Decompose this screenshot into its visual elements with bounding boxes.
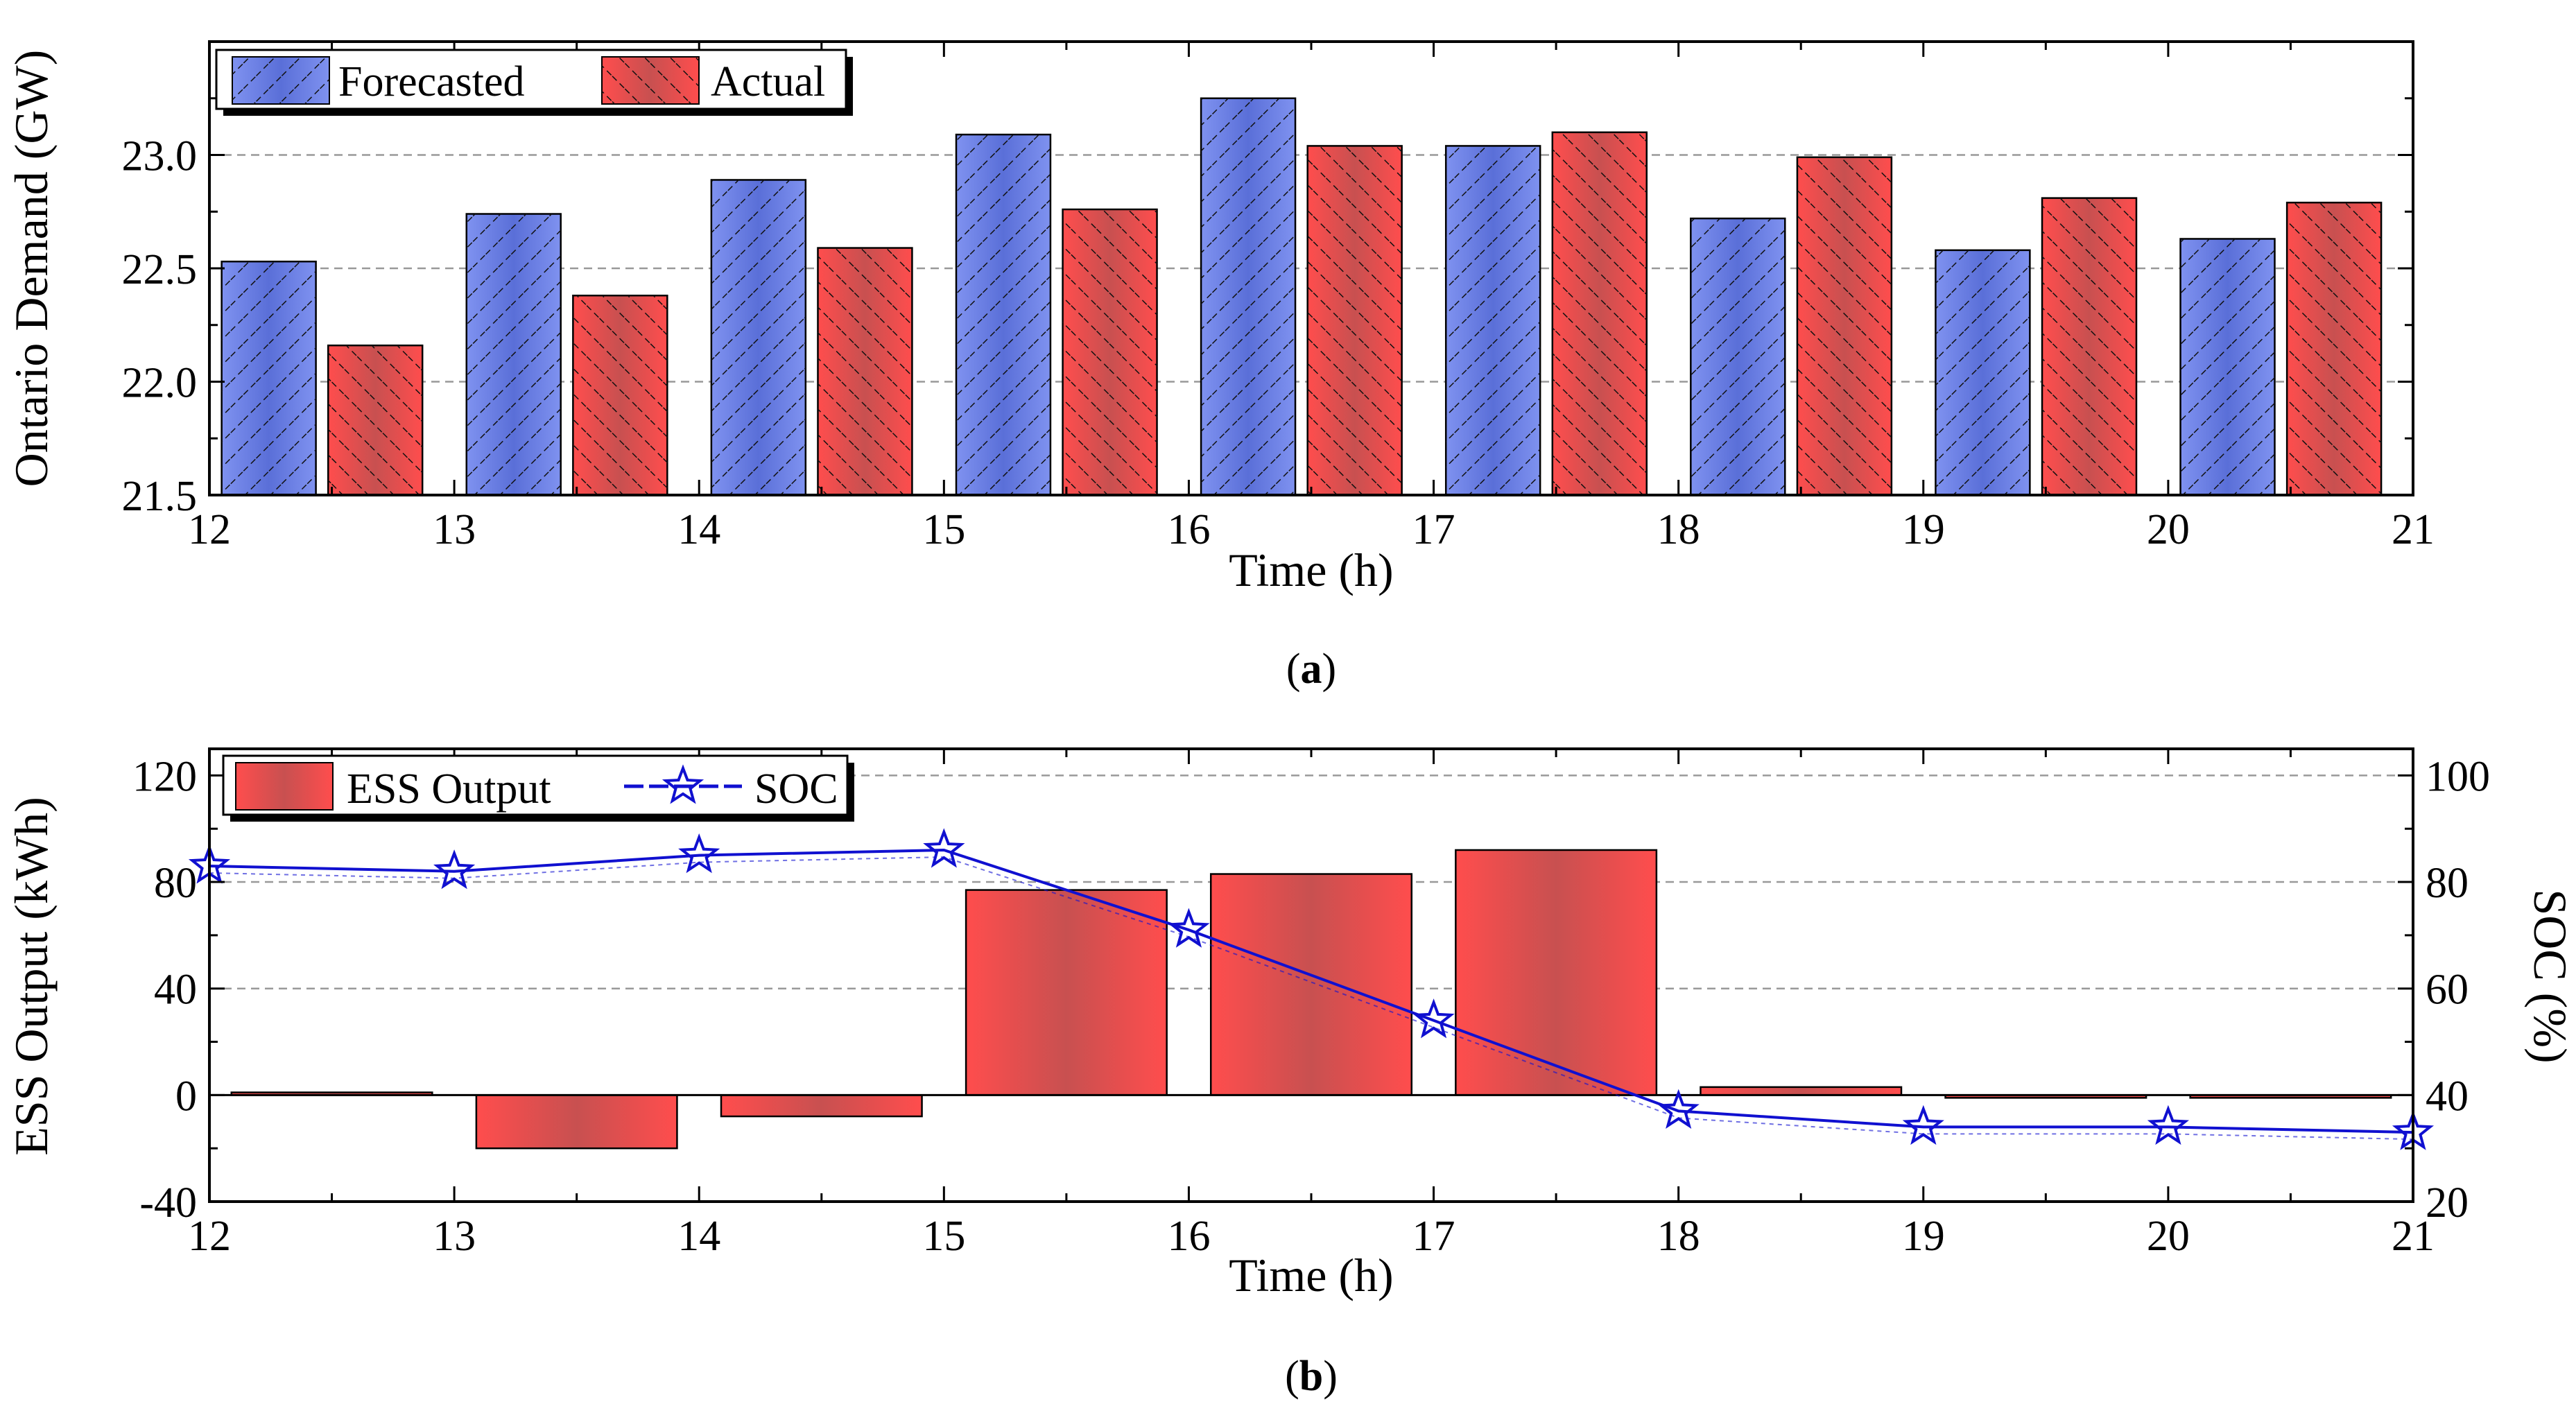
soc-star-marker	[433, 849, 476, 890]
bar-hatch	[221, 261, 316, 495]
panel-a-x-axis-label: Time (h)	[1229, 544, 1393, 596]
legend-soc-star-icon	[662, 764, 704, 804]
legend-forecasted-label: Forecasted	[338, 58, 525, 105]
ess-output-bar	[475, 1094, 678, 1150]
bar-hatch	[328, 345, 423, 495]
x-tick-label: 15	[922, 506, 965, 553]
y2-tick-label: 40	[2426, 1073, 2469, 1120]
soc-star-marker	[923, 828, 965, 868]
panel-a-y-axis-label: Ontario Demand (GW)	[5, 50, 58, 487]
ess-output-bar	[720, 1094, 923, 1118]
x-tick-label: 20	[2147, 506, 2190, 553]
x-tick-label: 17	[1412, 506, 1455, 553]
panel-b-x-ticks: 12 13 14 15 16 17 18 19 20 21	[188, 749, 2435, 1260]
bar-hatch	[1691, 218, 1786, 495]
soc-star-marker	[678, 833, 720, 874]
panel-a-sublabel: (a)	[1286, 646, 1336, 693]
bar-hatch	[818, 248, 913, 495]
bar-hatch	[466, 214, 561, 495]
legend-ess-output-swatch	[235, 762, 334, 811]
x-tick-label: 18	[1657, 1213, 1700, 1260]
panel-b-bars	[230, 849, 2392, 1150]
x-tick-label: 13	[433, 1213, 476, 1260]
x-tick-label: 21	[2392, 506, 2435, 553]
bar-hatch	[1797, 157, 1892, 495]
panel-b-y-ticks: -40 0 40 80 120	[132, 753, 225, 1227]
legend-ess-output-label: ESS Output	[347, 765, 551, 813]
legend-soc-label: SOC	[754, 765, 838, 813]
panel-a-x-ticks: 12 13 14 15 16 17 18 19 20 21	[188, 42, 2435, 553]
y-tick-label: 23.0	[122, 133, 198, 180]
panel-a: 12 13 14 15 16 17 18 19 20 21 21.5 22.0 22.5 23.0 Ti…	[5, 40, 2435, 693]
bar-hatch	[2180, 239, 2275, 495]
x-tick-label: 16	[1167, 1213, 1210, 1260]
bar-hatch	[1307, 146, 1402, 496]
y2-tick-label: 20	[2426, 1179, 2469, 1227]
panel-b-soc-line	[188, 828, 2435, 1150]
panel-b-y2-axis-label: SOC (%)	[2524, 889, 2576, 1063]
panel-a-y-ticks: 21.5 22.0 22.5 23.0	[122, 97, 2413, 520]
bar-hatch	[1446, 146, 1541, 496]
x-tick-label: 19	[1902, 506, 1945, 553]
ess-output-bar	[965, 889, 1168, 1096]
y-tick-label: 22.0	[122, 360, 198, 407]
x-tick-label: 21	[2392, 1213, 2435, 1260]
soc-star-marker	[1657, 1089, 1700, 1129]
y-tick-label: 120	[132, 753, 197, 800]
soc-series-line	[209, 848, 2414, 1134]
bar-hatch	[2287, 202, 2382, 495]
y-tick-label: -40	[139, 1179, 197, 1227]
y2-tick-label: 60	[2426, 967, 2469, 1014]
panel-b-x-axis-label: Time (h)	[1229, 1249, 1393, 1301]
soc-star-marker	[1412, 998, 1455, 1039]
x-tick-label: 19	[1902, 1213, 1945, 1260]
bar-hatch	[2042, 198, 2136, 495]
y-tick-label: 40	[154, 967, 197, 1014]
x-tick-label: 16	[1167, 506, 1210, 553]
soc-star-marker	[1168, 908, 1210, 948]
soc-star-marker	[1902, 1105, 1944, 1145]
soc-star-marker	[2147, 1105, 2189, 1145]
bar-hatch	[1062, 209, 1157, 495]
x-tick-label: 13	[433, 506, 476, 553]
x-tick-label: 14	[677, 506, 720, 553]
x-tick-label: 14	[677, 1213, 720, 1260]
bar-hatch	[1935, 250, 2030, 495]
panel-a-legend: Forecasted Actual	[215, 49, 853, 116]
panel-b-y-axis-label: ESS Output (kWh)	[5, 797, 58, 1156]
x-tick-label: 12	[188, 506, 231, 553]
x-tick-label: 18	[1657, 506, 1700, 553]
x-tick-label: 15	[922, 1213, 965, 1260]
legend-actual-label: Actual	[711, 58, 825, 105]
ess-output-bar	[1700, 1086, 1903, 1096]
ess-output-bar	[1455, 849, 1658, 1096]
panel-a-bars	[221, 97, 2383, 496]
bar-hatch	[1552, 132, 1647, 496]
y-tick-label: 22.5	[122, 246, 198, 293]
x-tick-label: 12	[188, 1213, 231, 1260]
y-tick-label: 21.5	[122, 473, 198, 520]
panel-b-legend: ESS Output SOC	[222, 754, 854, 822]
y-tick-label: 80	[154, 860, 197, 907]
panel-b-sublabel: (b)	[1285, 1353, 1338, 1400]
ess-output-bar	[1209, 873, 1413, 1096]
bar-hatch	[711, 180, 806, 495]
bar-hatch	[573, 295, 668, 495]
y2-tick-label: 80	[2426, 860, 2469, 907]
x-tick-label: 20	[2147, 1213, 2190, 1260]
y-tick-label: 0	[175, 1073, 197, 1120]
y2-tick-label: 100	[2426, 753, 2490, 800]
bar-hatch	[1201, 98, 1296, 495]
x-tick-label: 17	[1412, 1213, 1455, 1260]
soc-series-line-shadow	[209, 856, 2414, 1141]
bar-hatch	[956, 135, 1051, 495]
panel-b-y2-ticks: 20 40 60 80 100	[2398, 753, 2490, 1227]
